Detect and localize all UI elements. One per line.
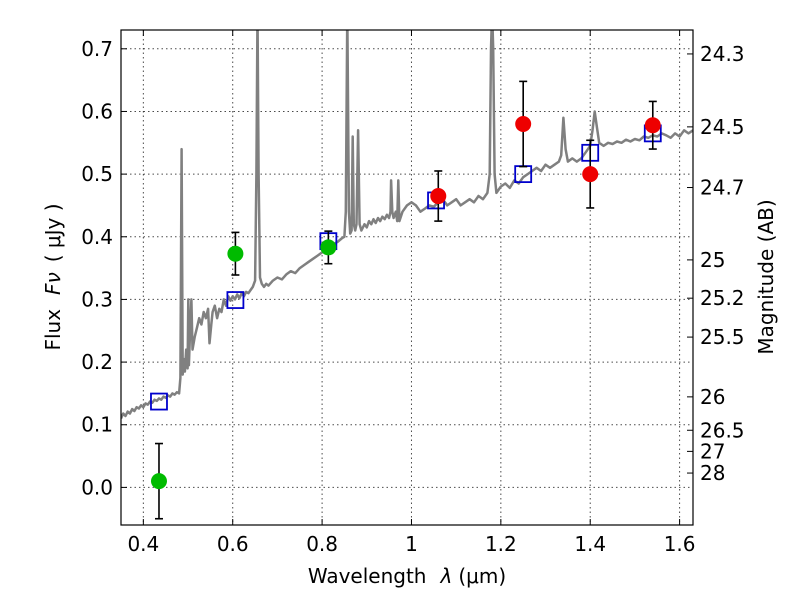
- plot-frame: [120, 29, 694, 526]
- y2-tick-label: 24.7: [700, 176, 745, 200]
- grid-lines: [121, 30, 693, 525]
- y-tick-label: 0.1: [81, 413, 113, 437]
- spectrum-line: [121, 30, 693, 420]
- y-tick-label: 0.0: [81, 475, 113, 499]
- y-tick-label: 0.5: [81, 162, 113, 186]
- y-tick-label: 0.2: [81, 350, 113, 374]
- observed-point: [320, 239, 337, 256]
- y2-tick-label: 26: [700, 385, 725, 409]
- y2-tick-label: 27: [700, 439, 725, 463]
- y-tick-label: 0.4: [81, 225, 113, 249]
- x-tick-label: 1.6: [664, 532, 696, 556]
- y-tick-label: 0.6: [81, 99, 113, 123]
- y2-tick-label: 24.5: [700, 115, 745, 139]
- x-tick-labels: 0.4 0.6 0.8 1 1.2 1.4 1.6: [127, 532, 695, 556]
- y-tick-label: 0.3: [81, 287, 113, 311]
- x-tick-label: 0.6: [217, 532, 249, 556]
- observed-point: [430, 188, 447, 205]
- y-tick-labels: 0.0 0.1 0.2 0.3 0.4 0.5 0.6 0.7: [81, 37, 113, 500]
- series-layer: [121, 30, 693, 520]
- plot-background: [121, 30, 693, 525]
- x-tick-label: 1.2: [485, 532, 517, 556]
- observed-point: [150, 473, 167, 490]
- y2-tick-label: 25.2: [700, 286, 745, 310]
- observed-point: [515, 115, 532, 132]
- observed-point: [227, 245, 244, 262]
- y2-axis-title: Magnitude (AB): [754, 199, 778, 354]
- y2-tick-label: 24.3: [700, 42, 745, 66]
- y2-tick-label: 25.5: [700, 325, 745, 349]
- y2-tick-label: 25: [700, 248, 725, 272]
- y-tick-label: 0.7: [81, 37, 113, 61]
- x-axis-title: Wavelength λ (μm): [308, 564, 506, 588]
- model-photometry-square: [226, 291, 245, 309]
- observed-point: [644, 117, 661, 134]
- axis-ticks: [121, 30, 693, 525]
- x-tick-label: 1.4: [574, 532, 606, 556]
- observed-point: [582, 166, 599, 183]
- x-tick-label: 0.4: [127, 532, 159, 556]
- y-axis-title: FluxFν( μJy ): [41, 203, 65, 350]
- x-tick-label: 0.8: [306, 532, 338, 556]
- y2-tick-label: 26.5: [700, 418, 745, 442]
- y2-tick-label: 28: [700, 461, 725, 485]
- x-tick-label: 1: [405, 532, 418, 556]
- model-photometry-square: [150, 392, 168, 411]
